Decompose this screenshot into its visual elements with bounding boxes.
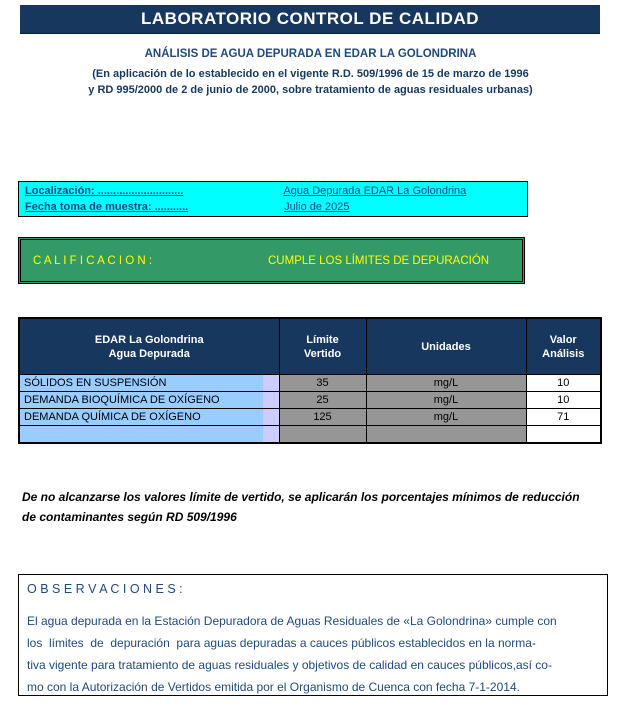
table-row-empty (18, 425, 602, 444)
header-units: Unidades (365, 317, 527, 375)
report-title: LABORATORIO CONTROL DE CALIDAD (141, 9, 479, 28)
header-parameter: EDAR La Golondrina Agua Depurada (18, 317, 280, 375)
qualification-box: C A L I F I C A C I O N : CUMPLE LOS LÍM… (18, 237, 525, 284)
limit-cell: 35 (278, 374, 367, 392)
report-title-bar: LABORATORIO CONTROL DE CALIDAD (20, 5, 600, 34)
header-limit-line2: Vertido (303, 347, 342, 360)
report-subtitle: ANÁLISIS DE AGUA DEPURADA EN EDAR LA GOL… (144, 48, 477, 60)
sample-date-row: Fecha toma de muestra: ........... Julio… (25, 200, 521, 215)
units-cell: mg/L (365, 374, 527, 392)
regulation-line-1: (En aplicación de lo establecido en el v… (92, 68, 529, 80)
limit-cell: 125 (278, 408, 367, 426)
sample-info-box: Localización: ..........................… (18, 181, 528, 217)
value-cell: 10 (525, 374, 602, 392)
location-label: Localización: ..........................… (25, 184, 184, 197)
value-cell: 71 (525, 408, 602, 426)
sample-date-label: Fecha toma de muestra: ........... (25, 200, 189, 213)
parameter-cell (18, 425, 280, 444)
reduction-note-line1: De no alcanzarse los valores límite de v… (22, 490, 580, 504)
reduction-note: De no alcanzarse los valores límite de v… (22, 487, 621, 527)
header-value-line2: Análisis (542, 347, 585, 360)
value-cell: 10 (525, 391, 602, 409)
qualification-label: C A L I F I C A C I O N : (33, 254, 153, 267)
sample-date-value[interactable]: Julio de 2025 (284, 200, 350, 213)
header-limit: Límite Vertido (278, 317, 367, 375)
parameter-cell: SÓLIDOS EN SUSPENSIÓN (18, 374, 280, 392)
header-parameter-line1: EDAR La Golondrina (94, 333, 204, 346)
observations-text: El agua depurada en la Estación Depurado… (27, 610, 599, 698)
parameter-cell: DEMANDA QUÍMICA DE OXÍGENO (18, 408, 280, 426)
regulation-line-2: y RD 995/2000 de 2 de junio de 2000, sob… (88, 84, 533, 96)
units-cell: mg/L (365, 391, 527, 409)
reduction-note-line2: de contaminantes según RD 509/1996 (22, 510, 237, 524)
units-cell: mg/L (365, 408, 527, 426)
units-cell (365, 425, 527, 444)
observations-line: tiva vigente para tratamiento de aguas r… (27, 658, 552, 672)
location-value[interactable]: Agua Depurada EDAR La Golondrina (283, 184, 467, 197)
header-parameter-line2: Agua Depurada (108, 347, 190, 360)
limit-cell: 25 (278, 391, 367, 409)
parameter-cell: DEMANDA BIOQUÍMICA DE OXÍGENO (18, 391, 280, 409)
header-units-label: Unidades (421, 340, 471, 353)
observations-line: mo con la Autorización de Vertidos emiti… (27, 680, 520, 694)
header-value-line1: Valor (549, 333, 577, 346)
observations-line: El agua depurada en la Estación Depurado… (27, 614, 557, 628)
header-value: Valor Análisis (525, 317, 602, 375)
header-limit-line1: Límite (306, 333, 339, 346)
limit-cell (278, 425, 367, 444)
results-table: EDAR La Golondrina Agua Depurada Límite … (18, 317, 602, 444)
table-row: DEMANDA QUÍMICA DE OXÍGENO 125 mg/L 71 (18, 408, 602, 426)
table-row: SÓLIDOS EN SUSPENSIÓN 35 mg/L 10 (18, 374, 602, 392)
observations-label: O B S E R V A C I O N E S : (27, 582, 183, 596)
value-cell (525, 425, 602, 444)
observations-line: los límites de depuración para aguas dep… (27, 636, 536, 650)
table-row: DEMANDA BIOQUÍMICA DE OXÍGENO 25 mg/L 10 (18, 391, 602, 409)
qualification-value: CUMPLE LOS LÍMITES DE DEPURACIÓN (268, 254, 490, 267)
observations-box: O B S E R V A C I O N E S : El agua depu… (18, 574, 608, 696)
location-row: Localización: ..........................… (25, 184, 521, 199)
results-header-row: EDAR La Golondrina Agua Depurada Límite … (18, 317, 602, 375)
